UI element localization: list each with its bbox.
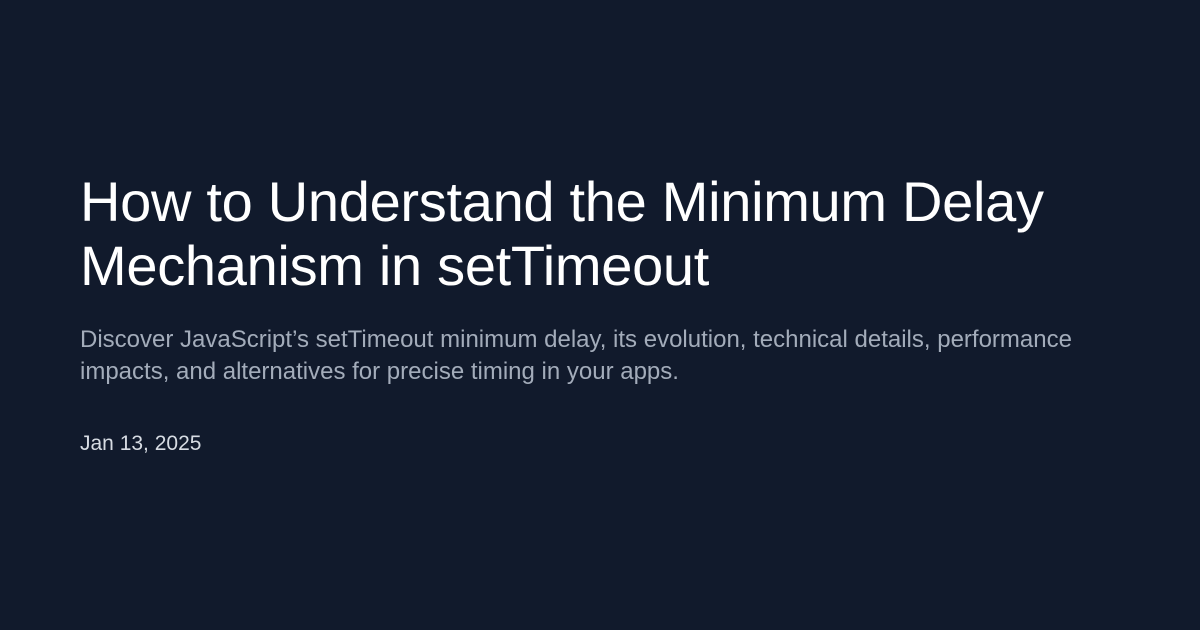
article-title: How to Understand the Minimum Delay Mech… [80, 170, 1044, 297]
article-description: Discover JavaScript’s setTimeout minimum… [80, 326, 1072, 385]
publish-date: Jan 13, 2025 [80, 432, 202, 455]
article-content: How to Understand the Minimum Delay Mech… [80, 170, 1120, 458]
